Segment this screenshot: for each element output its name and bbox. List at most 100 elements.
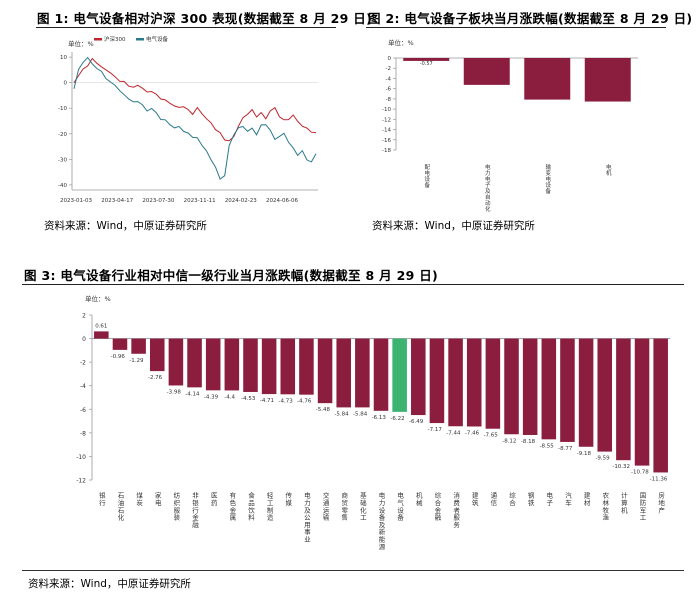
chart2-unit-label: 单位：% — [388, 38, 414, 47]
chart3-bar — [224, 338, 240, 391]
chart3-bar — [112, 338, 128, 350]
chart3-category-label: 建筑 — [470, 491, 478, 507]
chart3-category-label: 消费者服务 — [452, 491, 460, 529]
chart3-category-label: 汽车 — [563, 491, 571, 507]
chart3-data-label: -8.18 — [521, 439, 536, 445]
chart3-unit-label: 单位：% — [85, 294, 111, 303]
chart3-category-label: 农林牧渔 — [601, 491, 609, 522]
chart3-data-label: -4.4 — [224, 394, 235, 400]
chart2-category-label: 输变电设备 — [544, 163, 551, 195]
chart3-category-label: 电气设备 — [396, 491, 404, 522]
chart3-data-label: -4.76 — [297, 399, 312, 405]
chart3-category-label: 电子 — [545, 491, 553, 507]
chart3-category-label: 有色金属 — [228, 491, 236, 522]
chart3-category-label: 交通运输 — [321, 491, 329, 522]
chart3-category-label: 国防军工 — [638, 492, 646, 521]
chart2-bar — [524, 58, 571, 100]
figure-3-rule — [22, 284, 684, 285]
figure-1-rule — [36, 27, 336, 28]
chart1-x-tick-label: 2023-07-30 — [142, 198, 174, 204]
chart3-y-tick-label: -8 — [80, 430, 86, 437]
chart3-category-label: 轻工制造 — [265, 491, 273, 522]
chart1-y-tick-label: -30 — [58, 157, 67, 163]
chart1-y-tick-label: 10 — [60, 55, 67, 61]
chart3-category-label: 电力及公用事业 — [302, 491, 310, 543]
chart3-bar — [653, 338, 668, 473]
chart3-category-label: 医药 — [209, 492, 217, 507]
chart1-y-tick-label: -10 — [58, 106, 67, 112]
chart3-bar — [411, 338, 426, 416]
chart3-bar — [616, 338, 631, 461]
chart2-category-label: 配电设备 — [423, 164, 430, 189]
chart2-y-tick-label: -16 — [382, 138, 391, 144]
chart3-category-label: 综合金融 — [433, 491, 441, 522]
chart3-bar — [280, 338, 296, 395]
chart3-data-label: -8.55 — [540, 443, 555, 449]
chart3-category-label: 石油石化 — [116, 492, 124, 522]
chart2-data-label: -8.52 — [601, 105, 614, 111]
chart2-bar — [584, 58, 631, 102]
chart2-bar — [463, 58, 510, 85]
chart3-data-label: 0.61 — [95, 323, 107, 329]
chart3-bar — [131, 338, 146, 354]
figure-3-bottom-rule — [22, 570, 684, 571]
chart2-category-label: 电力电子及自动化 — [484, 163, 491, 213]
chart1-unit-label: 单位：% — [68, 39, 94, 48]
chart3-y-tick-label: -2 — [80, 360, 86, 367]
chart3-category-label: 商贸零售 — [340, 491, 348, 522]
chart3-category-label: 基础化工 — [358, 491, 366, 521]
chart3-bar — [429, 338, 445, 424]
chart2-data-label: -8.14 — [541, 103, 554, 109]
chart3-bar — [541, 338, 557, 440]
chart3-data-label: -4.39 — [204, 394, 219, 400]
chart3-data-label: -11.36 — [650, 476, 668, 482]
chart1-legend-swatch — [94, 38, 102, 41]
chart2-y-tick-label: -12 — [382, 117, 391, 123]
chart3-category-label: 非银行金融 — [191, 491, 199, 529]
chart1-y-tick-label: -20 — [58, 132, 67, 138]
chart2-category-label: 电机 — [605, 163, 612, 177]
chart3-category-label: 计算机 — [619, 491, 627, 515]
chart3-category-label: 煤炭 — [135, 491, 143, 507]
chart1-x-tick-label: 2023-01-03 — [60, 198, 92, 204]
chart1-x-tick-label: 2024-02-23 — [225, 198, 257, 204]
chart3-data-label: -0.96 — [111, 354, 126, 360]
chart2-y-tick-label: -18 — [382, 148, 391, 154]
chart3-category-label: 综合 — [508, 491, 516, 507]
chart3-data-label: -5.84 — [334, 411, 349, 417]
chart3-data-label: -6.49 — [409, 419, 424, 425]
chart1-series-line — [73, 56, 317, 180]
chart3-bar — [466, 338, 482, 427]
chart3-bar — [243, 338, 258, 392]
chart3-y-tick-label: -4 — [80, 383, 86, 390]
chart1-legend-label: 电气设备 — [146, 35, 169, 43]
chart3-data-label: -8.77 — [558, 446, 573, 452]
chart3-data-label: -5.48 — [316, 407, 331, 413]
chart3-data-label: -10.32 — [612, 464, 630, 470]
chart2-y-tick-label: -10 — [382, 107, 391, 113]
chart3-bar — [578, 338, 594, 447]
chart3-bar — [336, 338, 351, 408]
chart1-y-tick-label: -40 — [58, 183, 67, 189]
figure-3-source: 资料来源：Wind，中原证券研究所 — [28, 578, 191, 590]
figure-3-bar-chart: 单位：% 2 0 -2 -4 -6 -8 -10 -12 0.61 银行 -0.96 石油石化 -1.29… — [76, 294, 670, 551]
figure-1-source: 资料来源：Wind，中原证券研究所 — [44, 220, 207, 232]
figure-1-title: 图 1: 电气设备相对沪深 300 表现(数据截至 8 月 29 日) — [37, 11, 373, 26]
chart3-category-label: 纺织服装 — [172, 491, 180, 522]
chart2-y-tick-label: -8 — [386, 97, 392, 103]
chart3-category-label: 传媒 — [284, 491, 292, 507]
chart1-y-tick-label: 0 — [64, 81, 68, 87]
chart3-category-label: 机械 — [414, 491, 422, 507]
chart3-data-label: -6.22 — [390, 416, 404, 422]
chart3-data-label: -8.12 — [502, 438, 516, 444]
chart3-data-label: -9.59 — [595, 456, 610, 462]
chart3-category-label: 通信 — [489, 491, 497, 507]
chart3-y-tick-label: -10 — [76, 454, 86, 461]
chart3-bar — [168, 338, 184, 386]
chart3-data-label: -4.14 — [185, 391, 200, 397]
chart3-data-label: -4.71 — [260, 398, 274, 404]
chart1-series-line — [73, 57, 317, 142]
figure-3-title: 图 3: 电气设备行业相对中信一级行业当月涨跌幅(数据截至 8 月 29 日) — [24, 268, 439, 283]
chart3-bar — [597, 338, 613, 452]
chart3-y-tick-label: -6 — [80, 407, 86, 414]
